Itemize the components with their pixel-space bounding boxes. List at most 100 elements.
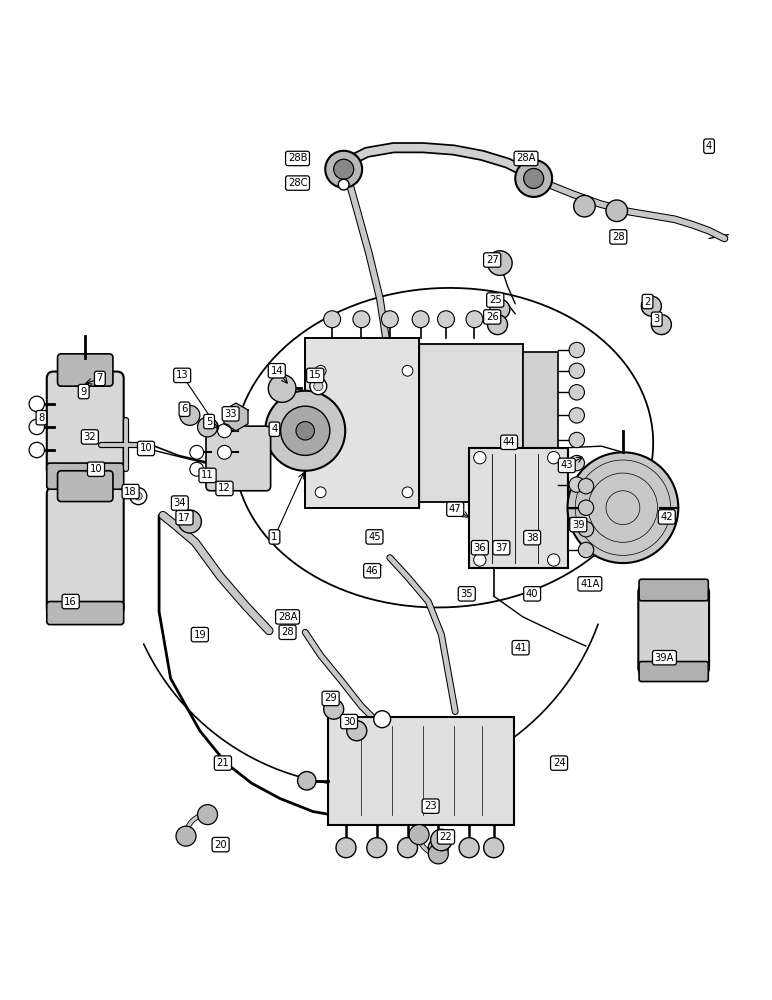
Text: 11: 11 [201,470,214,480]
Text: 3: 3 [654,314,660,324]
Text: 36: 36 [473,543,486,553]
Circle shape [190,462,204,476]
Circle shape [569,477,584,492]
Text: 2: 2 [645,297,651,307]
Circle shape [569,342,584,358]
Circle shape [180,405,200,425]
Text: 7: 7 [96,373,103,383]
Circle shape [269,375,296,402]
Circle shape [353,311,370,328]
Text: 22: 22 [439,832,452,842]
Circle shape [567,452,679,563]
Circle shape [490,299,510,319]
Circle shape [569,455,584,471]
FancyBboxPatch shape [58,354,113,386]
Text: 4: 4 [706,141,713,151]
Text: 43: 43 [560,460,573,470]
Circle shape [323,311,340,328]
Text: 40: 40 [526,589,538,599]
Circle shape [642,296,662,316]
Polygon shape [224,403,248,431]
Circle shape [398,838,418,858]
Text: 28: 28 [281,627,294,637]
Circle shape [523,168,543,188]
Circle shape [569,363,584,378]
Text: 35: 35 [460,589,473,599]
Text: 24: 24 [553,758,565,768]
Circle shape [428,844,449,864]
Circle shape [606,200,628,222]
Circle shape [515,160,552,197]
Circle shape [474,554,486,566]
Circle shape [315,365,326,376]
FancyBboxPatch shape [639,579,708,601]
Circle shape [315,487,326,498]
Circle shape [409,825,429,845]
FancyBboxPatch shape [47,487,124,615]
FancyBboxPatch shape [58,471,113,502]
Text: 26: 26 [486,312,499,322]
Circle shape [313,382,323,391]
Text: 41: 41 [514,643,527,653]
Text: 37: 37 [495,543,508,553]
Circle shape [578,500,594,515]
Text: 30: 30 [343,717,355,727]
Text: 44: 44 [503,437,516,447]
Circle shape [547,554,560,566]
Text: 46: 46 [366,566,378,576]
Text: 28: 28 [612,232,625,242]
Circle shape [178,510,201,533]
Circle shape [402,365,413,376]
Text: 12: 12 [218,483,231,493]
Circle shape [134,492,142,500]
Circle shape [347,721,367,741]
Circle shape [428,838,449,858]
Circle shape [218,424,232,438]
Circle shape [438,311,455,328]
Text: 13: 13 [176,370,188,380]
Circle shape [578,542,594,558]
Text: 42: 42 [661,512,673,522]
Text: 39A: 39A [655,653,674,663]
Text: 8: 8 [39,413,45,423]
Circle shape [266,391,345,471]
Circle shape [466,311,483,328]
Circle shape [474,452,486,464]
Circle shape [569,385,584,400]
Circle shape [218,445,232,459]
Text: 28B: 28B [288,153,307,163]
FancyBboxPatch shape [47,372,124,476]
Text: 21: 21 [217,758,229,768]
Text: 16: 16 [64,597,77,607]
Circle shape [574,195,595,217]
FancyBboxPatch shape [328,717,514,825]
Text: 9: 9 [80,387,87,397]
Circle shape [338,179,349,190]
Circle shape [323,699,344,719]
Text: 34: 34 [174,498,186,508]
FancyBboxPatch shape [638,585,709,675]
FancyBboxPatch shape [469,448,567,568]
Text: 10: 10 [90,464,103,474]
Text: 28C: 28C [288,178,307,188]
Circle shape [198,417,218,437]
Circle shape [29,419,45,435]
Circle shape [325,151,362,188]
Text: 14: 14 [270,366,283,376]
Text: 32: 32 [83,432,96,442]
Text: 27: 27 [486,255,499,265]
Text: 25: 25 [489,295,502,305]
FancyBboxPatch shape [47,463,124,489]
Text: 33: 33 [225,409,237,419]
Circle shape [488,315,507,335]
FancyBboxPatch shape [639,662,708,682]
Text: 17: 17 [178,513,191,523]
Circle shape [569,432,584,448]
Text: 6: 6 [181,404,188,414]
Circle shape [176,826,196,846]
Circle shape [29,396,45,412]
Circle shape [334,159,354,179]
Circle shape [402,487,413,498]
Circle shape [310,378,327,395]
Circle shape [198,805,218,825]
